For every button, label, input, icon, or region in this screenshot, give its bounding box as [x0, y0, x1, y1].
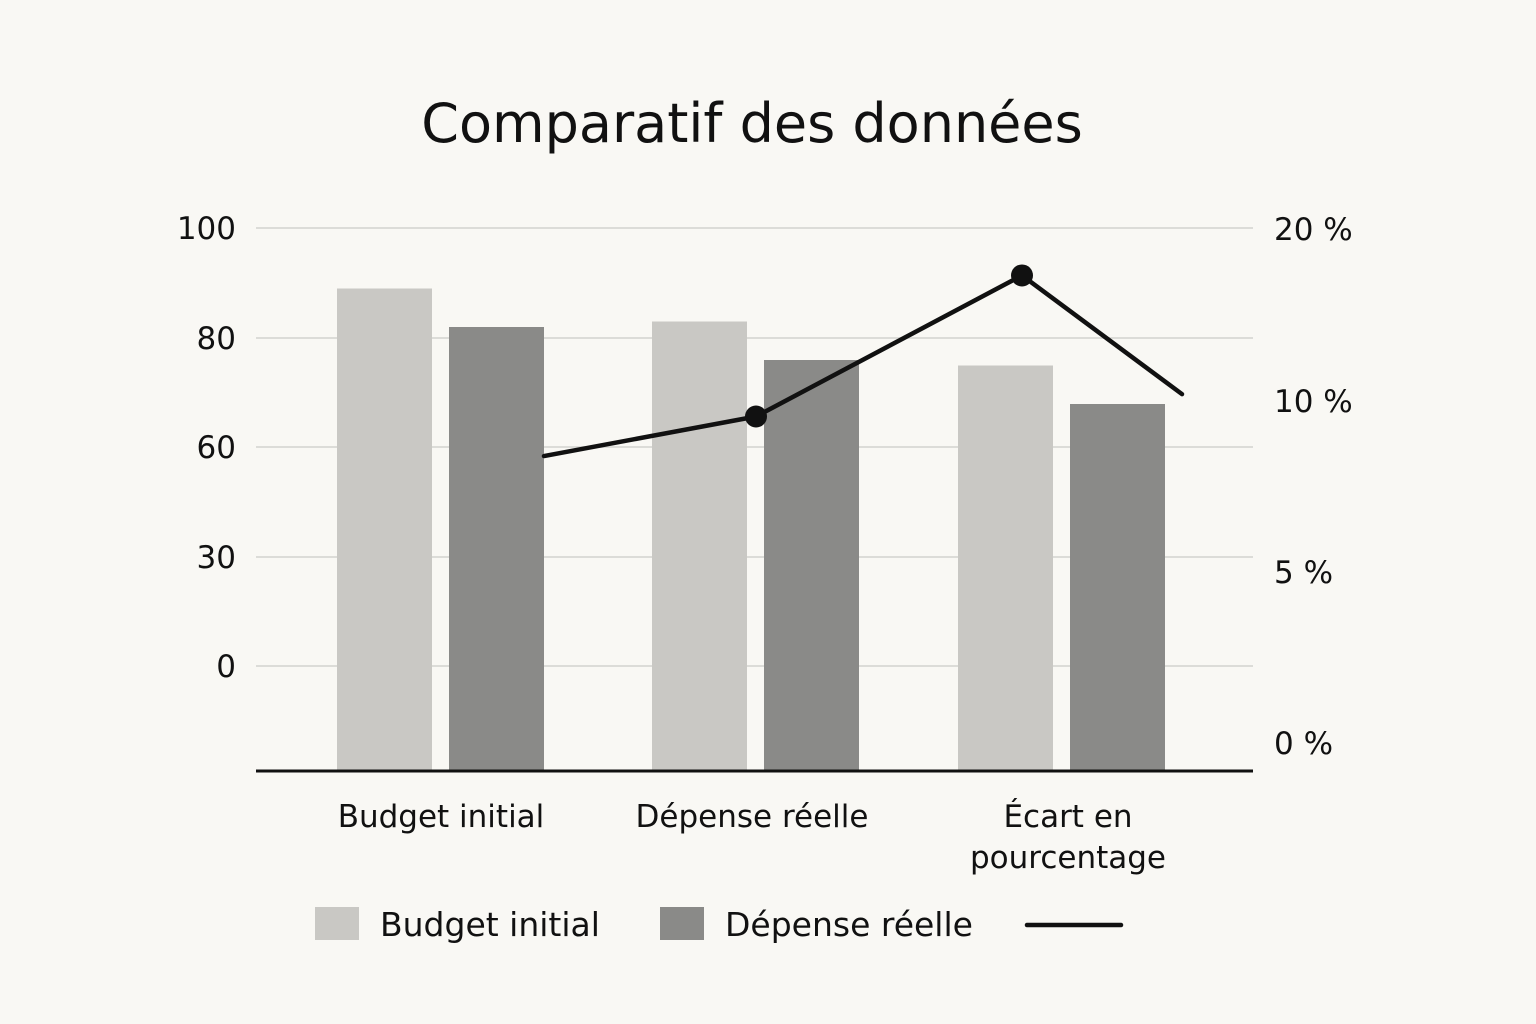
- y-left-tick-label: 100: [177, 211, 236, 247]
- legend-swatch-depense-reelle: [660, 907, 704, 940]
- bar-depense-reelle-depense-reelle: [764, 360, 859, 771]
- category-axis: Budget initial Dépense réelle Écart en pour…: [338, 799, 1166, 876]
- y-right-tick-label: 20 %: [1274, 212, 1353, 248]
- line-path: [541, 273, 1185, 459]
- right-axis: 20 % 10 % 5 % 0 %: [1274, 212, 1353, 762]
- legend-label-budget-initial: Budget initial: [380, 905, 600, 944]
- y-left-tick-label: 30: [197, 540, 236, 576]
- bar-budget-initial-budget-initial: [337, 288, 432, 771]
- bar-depense-reelle-ecart-en-pourcentage: [1070, 404, 1165, 771]
- bar-budget-initial-ecart-en-pourcentage: [958, 365, 1053, 771]
- legend-swatch-budget-initial: [315, 907, 359, 940]
- bar-budget-initial-depense-reelle: [652, 321, 747, 771]
- y-left-tick-label: 80: [197, 321, 236, 357]
- legend-label-depense-reelle: Dépense réelle: [725, 905, 973, 944]
- percentage-line-series: [541, 264, 1185, 459]
- line-point: [1011, 264, 1033, 287]
- category-label-depense-reelle: Dépense réelle: [636, 799, 869, 835]
- y-right-tick-label: 0 %: [1274, 726, 1333, 762]
- category-label-budget-initial: Budget initial: [338, 799, 545, 835]
- category-label-ecart-en-pourcentage: Écart en pourcentage: [970, 799, 1166, 876]
- bar-depense-reelle-budget-initial: [449, 327, 544, 771]
- bars: [337, 288, 1165, 771]
- chart-title: Comparatif des données: [421, 92, 1083, 155]
- y-right-tick-label: 5 %: [1274, 555, 1333, 591]
- line-point: [745, 405, 767, 428]
- legend: Budget initial Dépense réelle: [315, 905, 1124, 944]
- y-right-tick-label: 10 %: [1274, 384, 1353, 420]
- left-axis: 100 80 60 30 0: [177, 211, 236, 685]
- y-left-tick-label: 60: [197, 430, 236, 466]
- y-left-tick-label: 0: [216, 649, 236, 685]
